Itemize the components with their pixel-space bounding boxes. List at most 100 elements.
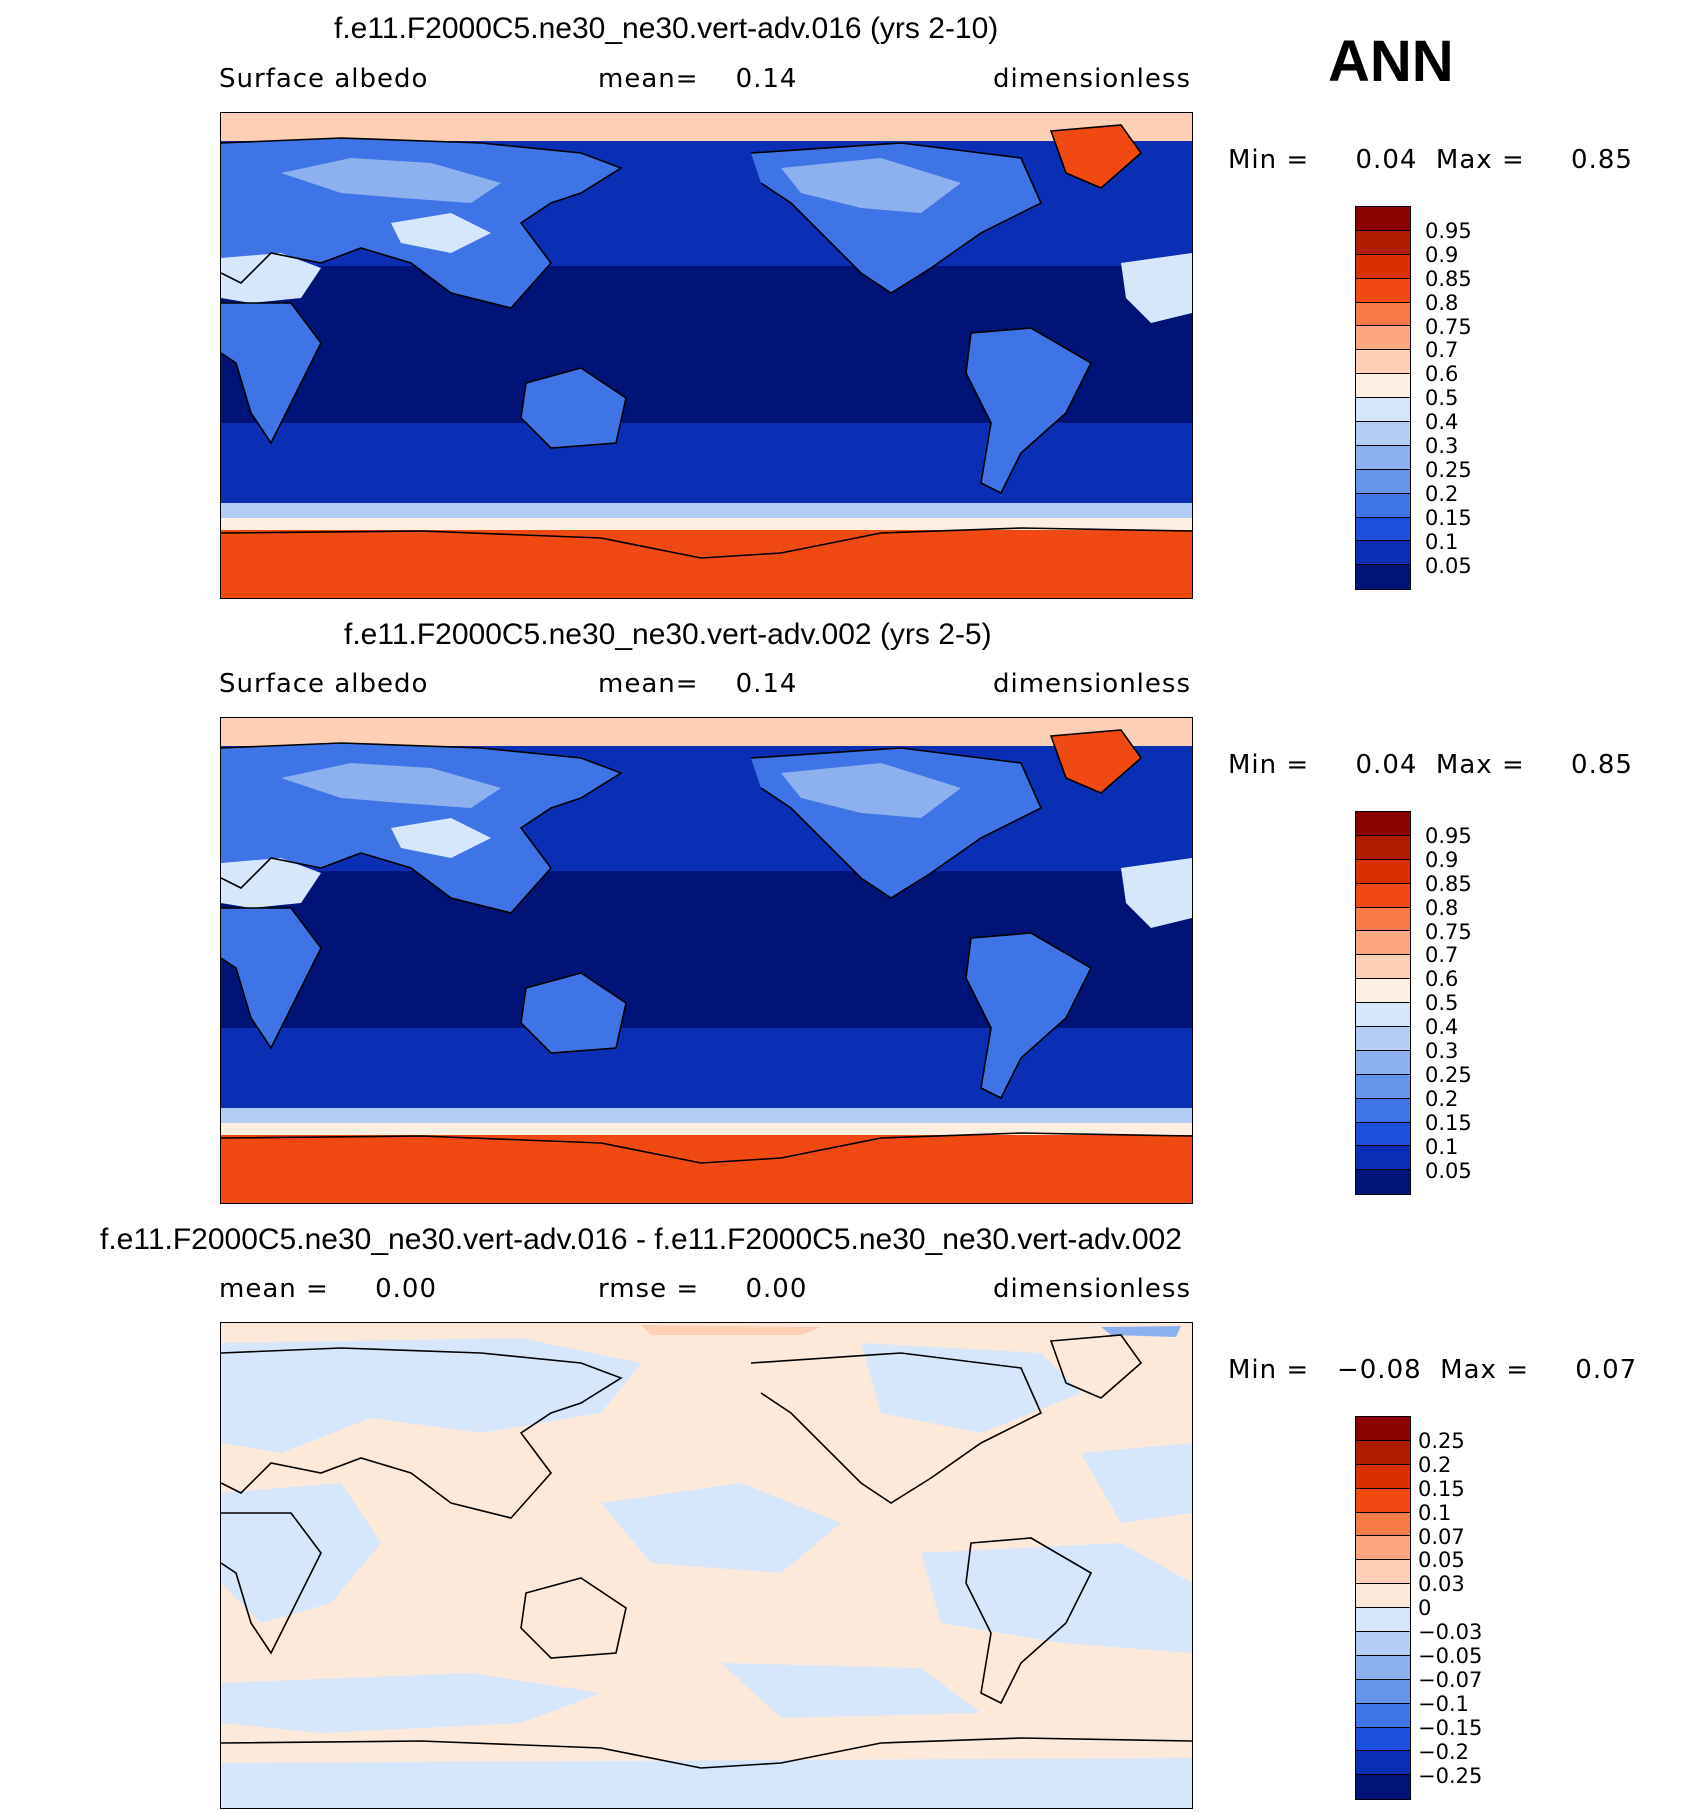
colorbar-tick-label: 0.9 [1425,242,1459,267]
colorbar-tick-label: 0.25 [1418,1428,1465,1453]
colorbar-segment [1356,541,1410,566]
colorbar-tick-label: 0.6 [1425,967,1459,992]
panel-3-colorbar [1355,1416,1411,1801]
colorbar-segment [1356,1655,1410,1680]
panel-1-units-label: dimensionless [993,64,1191,94]
coastline-africa [221,302,322,445]
colorbar-segment [1356,422,1410,446]
colorbar-tick-label: 0.25 [1425,1062,1472,1087]
colorbar-segment [1356,812,1410,836]
colorbar-tick-label: 0.4 [1425,410,1459,435]
colorbar-segment [1356,1146,1410,1171]
colorbar-segment [1356,1098,1410,1123]
colorbar-segment [1356,230,1410,255]
colorbar-tick-label: 0.9 [1425,847,1459,872]
southern-ice-band-2 [221,518,1192,530]
panel-1-map-svg [221,113,1192,598]
colorbar-segment [1356,1074,1410,1099]
colorbar-tick-label: 0.5 [1425,991,1459,1016]
diff-negative-patch-9 [221,1758,1192,1808]
colorbar-tick-label: 0.15 [1425,1110,1472,1135]
panel-2-mean-label: mean= 0.14 [598,669,798,699]
panel-1-title: f.e11.F2000C5.ne30_ne30.vert-adv.016 (yr… [334,12,999,45]
colorbar-tick-label: 0.5 [1425,386,1459,411]
europe-snow [1121,253,1192,323]
colorbar-segment [1356,1027,1410,1051]
panel-2-units-label: dimensionless [993,669,1191,699]
colorbar-tick-label: 0.1 [1418,1500,1452,1525]
panel-2-colorbar [1355,811,1411,1196]
colorbar-segment [1356,1632,1410,1656]
colorbar-tick-label: 0.95 [1425,823,1472,848]
colorbar-segment [1356,883,1410,908]
colorbar-tick-label: 0.8 [1425,895,1459,920]
colorbar-segment [1356,1560,1410,1585]
colorbar-segment [1356,445,1410,470]
south-america [966,328,1091,493]
colorbar-tick-label: 0.95 [1425,218,1472,243]
coastline-antarctica [221,527,1192,559]
coastline-australia [520,367,627,449]
colorbar-tick-label: 0.3 [1425,1039,1459,1063]
colorbar-tick-label: 0.15 [1418,1476,1465,1501]
colorbar-segment [1356,517,1410,542]
north-america-snow [781,158,961,213]
colorbar-tick-label: 0.25 [1425,457,1472,482]
diff-negative-patch-8 [1081,1443,1192,1523]
colorbar-tick-label: 0.2 [1418,1452,1452,1477]
colorbar-segment [1356,835,1410,860]
colorbar-tick-label: 0.1 [1425,529,1459,554]
colorbar-segment [1356,907,1410,932]
sahara [221,253,321,303]
colorbar-segment [1356,1727,1410,1752]
colorbar-tick-label: 0.15 [1425,505,1472,530]
panel-1-minmax: Min = 0.04 Max = 0.85 [1228,145,1633,175]
colorbar-segment [1356,1536,1410,1561]
panel-3-map-svg [221,1323,1192,1808]
colorbar-tick-label: 0.6 [1425,362,1459,387]
diff-negative-patch-6 [221,1673,601,1733]
colorbar-tick-label: 0.2 [1425,481,1459,506]
diff-negative-patch-4 [861,1343,1081,1433]
colorbar-segment [1356,469,1410,494]
colorbar-tick-label: −0.07 [1418,1667,1483,1692]
season-label: ANN [1328,29,1454,94]
colorbar-tick-label: 0.4 [1425,1015,1459,1040]
colorbar-tick-label: 0.05 [1425,553,1472,578]
colorbar-segment [1356,302,1410,327]
colorbar-segment [1356,859,1410,884]
colorbar-segment [1356,1122,1410,1147]
diff-negative-patch-1 [221,1338,641,1453]
panel-1-map [220,112,1193,599]
colorbar-segment [1356,254,1410,279]
colorbar-tick-label: 0.07 [1418,1524,1465,1549]
diff-positive-arctic [641,1325,821,1335]
colorbar-tick-label: 0.05 [1418,1548,1465,1573]
panel-3-rmse-label: rmse = 0.00 [598,1274,808,1304]
panel-3-map [220,1322,1193,1809]
ocean-midlat-south [221,423,1192,503]
colorbar-segment [1356,374,1410,399]
colorbar-segment [1356,278,1410,303]
colorbar-segment [1356,565,1410,590]
colorbar-segment [1356,1050,1410,1075]
colorbar-segment [1356,931,1410,956]
colorbar-segment [1356,955,1410,980]
colorbar-tick-label: 0.8 [1425,290,1459,315]
panel-1-variable-label: Surface albedo [219,64,429,94]
panel-2-variable-label: Surface albedo [219,669,429,699]
panel-3-mean-label: mean = 0.00 [219,1274,437,1304]
colorbar-tick-label: 0.75 [1425,314,1472,339]
antarctica [221,530,1192,598]
colorbar-segment [1356,1170,1410,1195]
africa [221,303,321,443]
colorbar-segment [1356,207,1410,231]
diff-negative-patch-2 [221,1483,381,1623]
colorbar-segment [1356,1512,1410,1537]
colorbar-segment [1356,350,1410,375]
diff-negative-patch-7 [721,1663,981,1718]
tibet [391,213,491,253]
panel-2-minmax: Min = 0.04 Max = 0.85 [1228,750,1633,780]
panel-3-minmax: Min = −0.08 Max = 0.07 [1228,1355,1638,1385]
coastline-eurasia [221,137,623,309]
